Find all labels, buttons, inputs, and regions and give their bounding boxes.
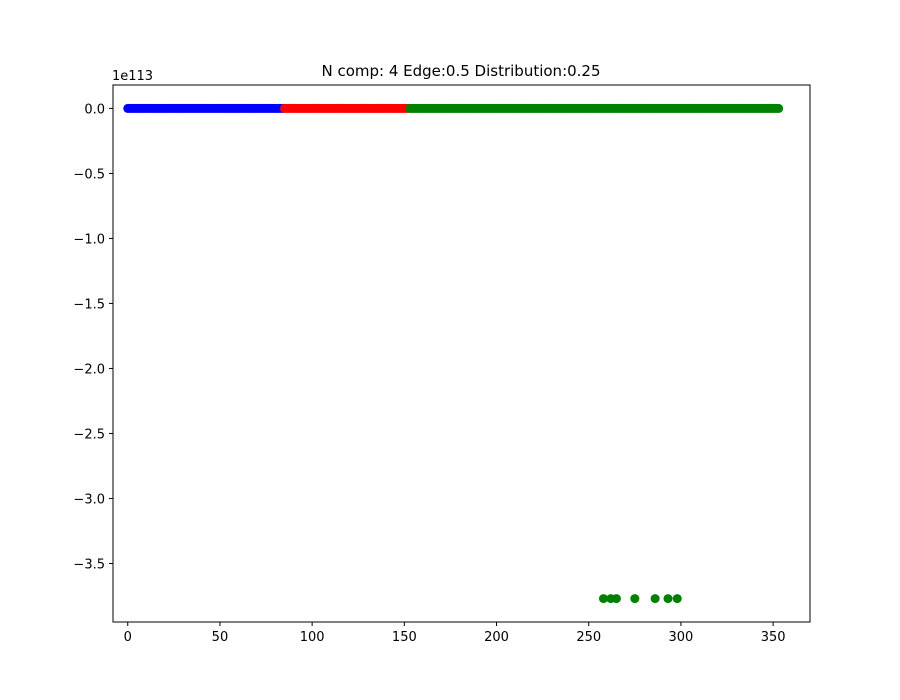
series-0 [123,103,288,113]
series-2 [405,103,784,604]
data-point-outlier [650,594,660,604]
x-tick-label: 350 [761,630,786,645]
x-tick-label: 50 [212,630,229,645]
y-tick-label: 0.0 [84,102,105,117]
x-tick-label: 150 [392,630,417,645]
y-tick-label: −1.0 [73,232,105,247]
y-offset-label: 1e113 [112,69,153,84]
y-tick-label: −0.5 [73,167,105,182]
x-tick-label: 0 [124,630,132,645]
axis-ticks: 0 50 100 150 200 250 300 350 0.0 −0.5 −1.0 −1.5 −2.0… [73,102,785,645]
y-tick-label: −2.0 [73,362,105,377]
chart-title: N comp: 4 Edge:0.5 Distribution:0.25 [321,62,600,80]
y-tick-label: −3.5 [73,557,105,572]
y-tick-label: −2.5 [73,427,105,442]
data-point-outlier [672,594,682,604]
x-tick-label: 300 [669,630,694,645]
series-1 [279,103,413,113]
data-point [774,103,784,113]
x-tick-label: 100 [300,630,325,645]
data-point-outlier [630,594,640,604]
x-tick-label: 200 [484,630,509,645]
x-tick-label: 250 [576,630,601,645]
y-tick-label: −3.0 [73,492,105,507]
plot-frame [112,84,811,623]
y-tick-label: −1.5 [73,297,105,312]
data-point-outlier [598,594,608,604]
data-point-outlier [611,594,621,604]
data-point-outlier [663,594,673,604]
data-points [123,103,784,604]
